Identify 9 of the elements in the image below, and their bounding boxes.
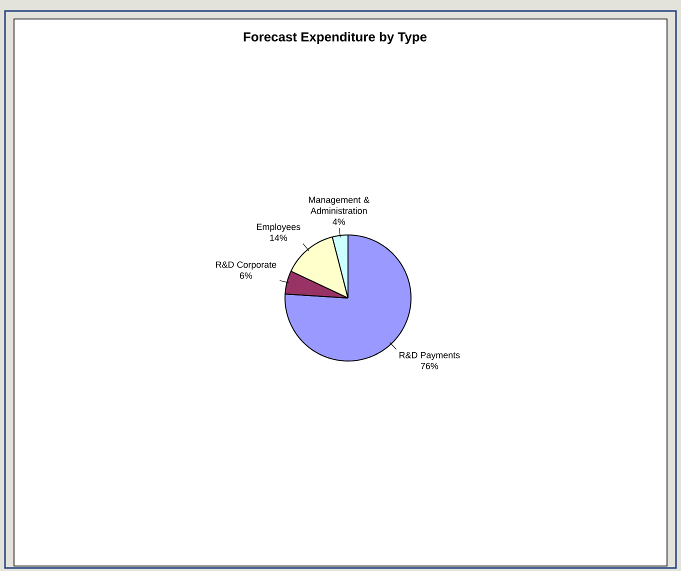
data-label: 14%: [270, 234, 288, 241]
slice-label: R&D Payments: [400, 352, 460, 360]
slice-label: R&D Corporate: [216, 261, 276, 270]
chart-title: Forecast Expenditure by Type: [244, 32, 427, 44]
data-label: 76%: [420, 362, 438, 370]
slice-label: Employees: [256, 223, 300, 232]
data-label: 4%: [332, 218, 346, 225]
slice-label: Management & Administration: [308, 196, 370, 214]
data-label: 6%: [240, 272, 252, 279]
